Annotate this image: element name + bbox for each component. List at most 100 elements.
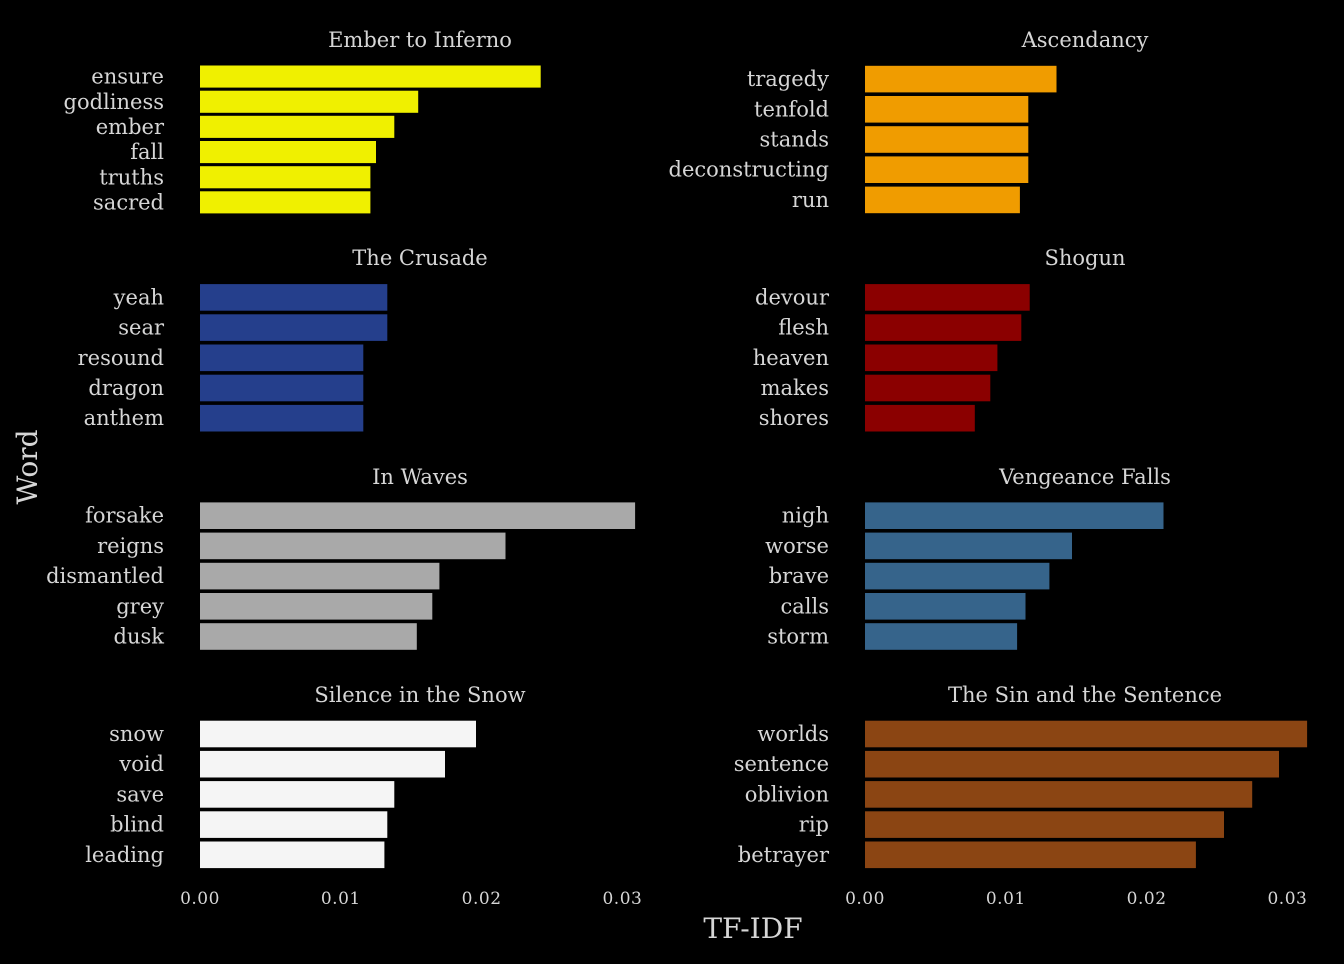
word-label: oblivion <box>745 782 829 806</box>
word-label: truths <box>99 165 164 189</box>
word-label: sacred <box>93 190 164 214</box>
bar <box>865 344 998 372</box>
word-label: forsake <box>85 504 164 528</box>
word-label: deconstructing <box>669 158 829 182</box>
word-label: flesh <box>778 316 829 340</box>
bar <box>865 562 1050 590</box>
word-label: anthem <box>84 406 164 430</box>
word-label: worlds <box>757 722 829 746</box>
word-label: tragedy <box>747 67 829 91</box>
bar <box>865 186 1020 214</box>
word-label: dismantled <box>46 564 164 588</box>
facet-panel: Silence in the Snow snow void save blind lead… <box>85 683 526 869</box>
facet-panel: The Crusade yeah sear resound dragon anthem <box>78 246 488 432</box>
facet-panel: Vengeance Falls nigh worse brave calls storm <box>765 465 1171 650</box>
word-label: betrayer <box>738 843 830 867</box>
panel-title: The Sin and the Sentence <box>948 683 1222 707</box>
bar <box>200 65 541 88</box>
word-label: grey <box>116 594 164 618</box>
word-label: sentence <box>734 752 829 776</box>
bar <box>865 841 1196 869</box>
word-label: reigns <box>97 534 164 558</box>
bar <box>865 314 1022 341</box>
panel-title: Ember to Inferno <box>328 28 512 52</box>
word-label: yeah <box>113 285 164 309</box>
word-label: shores <box>759 406 829 430</box>
word-label: save <box>116 782 164 806</box>
bar <box>865 623 1018 650</box>
word-label: makes <box>761 376 829 400</box>
word-label: godliness <box>64 90 164 114</box>
x-tick-label: 0.01 <box>321 889 361 909</box>
bar <box>200 811 388 838</box>
bar <box>865 156 1029 183</box>
bar <box>200 344 364 372</box>
bar <box>200 166 371 189</box>
panel-title: Shogun <box>1044 246 1125 270</box>
word-label: brave <box>769 564 829 588</box>
bar <box>200 720 476 748</box>
bar <box>865 811 1224 838</box>
panel-title: Silence in the Snow <box>314 683 525 707</box>
x-tick-label: 0.01 <box>986 889 1026 909</box>
facet-panel: The Sin and the Sentence worlds sentence ob… <box>734 683 1308 869</box>
bar <box>200 141 376 164</box>
x-axis-ticks: 0.00 0.01 0.02 0.03 0.00 0.01 0.02 0.03 <box>180 889 1307 909</box>
word-label: ensure <box>91 65 164 89</box>
panel-title: In Waves <box>372 465 468 489</box>
word-label: dragon <box>88 376 164 400</box>
bar <box>200 593 433 620</box>
word-label: storm <box>767 625 829 649</box>
word-label: heaven <box>753 346 829 370</box>
facet-panel: Ember to Inferno ensuregodlinessemberfall… <box>64 28 541 214</box>
x-axis-title: TF-IDF <box>703 912 802 945</box>
x-tick-label: 0.00 <box>180 889 220 909</box>
word-label: leading <box>85 843 164 867</box>
x-tick-label: 0.03 <box>1267 889 1307 909</box>
panel-title: Vengeance Falls <box>998 465 1171 489</box>
word-label: resound <box>78 346 164 370</box>
word-label: stands <box>760 128 829 152</box>
bar <box>200 191 371 214</box>
bar <box>200 404 364 432</box>
facet-panel: In Waves forsake reigns dismantled grey dusk <box>46 465 636 650</box>
bar <box>865 750 1279 778</box>
bar <box>865 720 1308 748</box>
bar <box>865 532 1072 560</box>
word-label: calls <box>781 594 830 618</box>
bar <box>865 404 975 432</box>
facet-panels: Ember to Inferno ensuregodlinessemberfall… <box>46 28 1308 869</box>
facet-panel: Ascendancy tragedy tenfold stands deconstruc… <box>669 28 1149 214</box>
bar <box>865 126 1029 153</box>
bar <box>865 593 1026 620</box>
word-label: devour <box>755 285 830 309</box>
word-label: sear <box>118 316 165 340</box>
x-tick-label: 0.02 <box>462 889 502 909</box>
word-label: ember <box>96 115 165 139</box>
word-label: blind <box>110 813 164 837</box>
bar <box>200 750 445 778</box>
bar <box>865 374 991 402</box>
bar <box>865 502 1164 529</box>
bar <box>200 502 636 529</box>
x-tick-label: 0.03 <box>602 889 642 909</box>
bar <box>200 532 506 560</box>
bar <box>200 623 417 650</box>
word-label: rip <box>799 813 829 837</box>
bar <box>200 90 419 113</box>
bar <box>865 65 1057 93</box>
bar <box>200 314 388 341</box>
x-tick-label: 0.02 <box>1127 889 1167 909</box>
bar <box>865 284 1030 311</box>
facet-panel: Shogun devour flesh heaven makes shores <box>753 246 1126 432</box>
y-axis-title: Word <box>11 429 44 504</box>
bar <box>200 841 385 869</box>
word-label: worse <box>765 534 829 558</box>
word-label: tenfold <box>754 97 829 121</box>
word-label: nigh <box>782 504 829 528</box>
bar <box>200 284 388 311</box>
panel-title: Ascendancy <box>1021 28 1149 52</box>
bar <box>200 562 440 590</box>
x-tick-label: 0.00 <box>845 889 885 909</box>
